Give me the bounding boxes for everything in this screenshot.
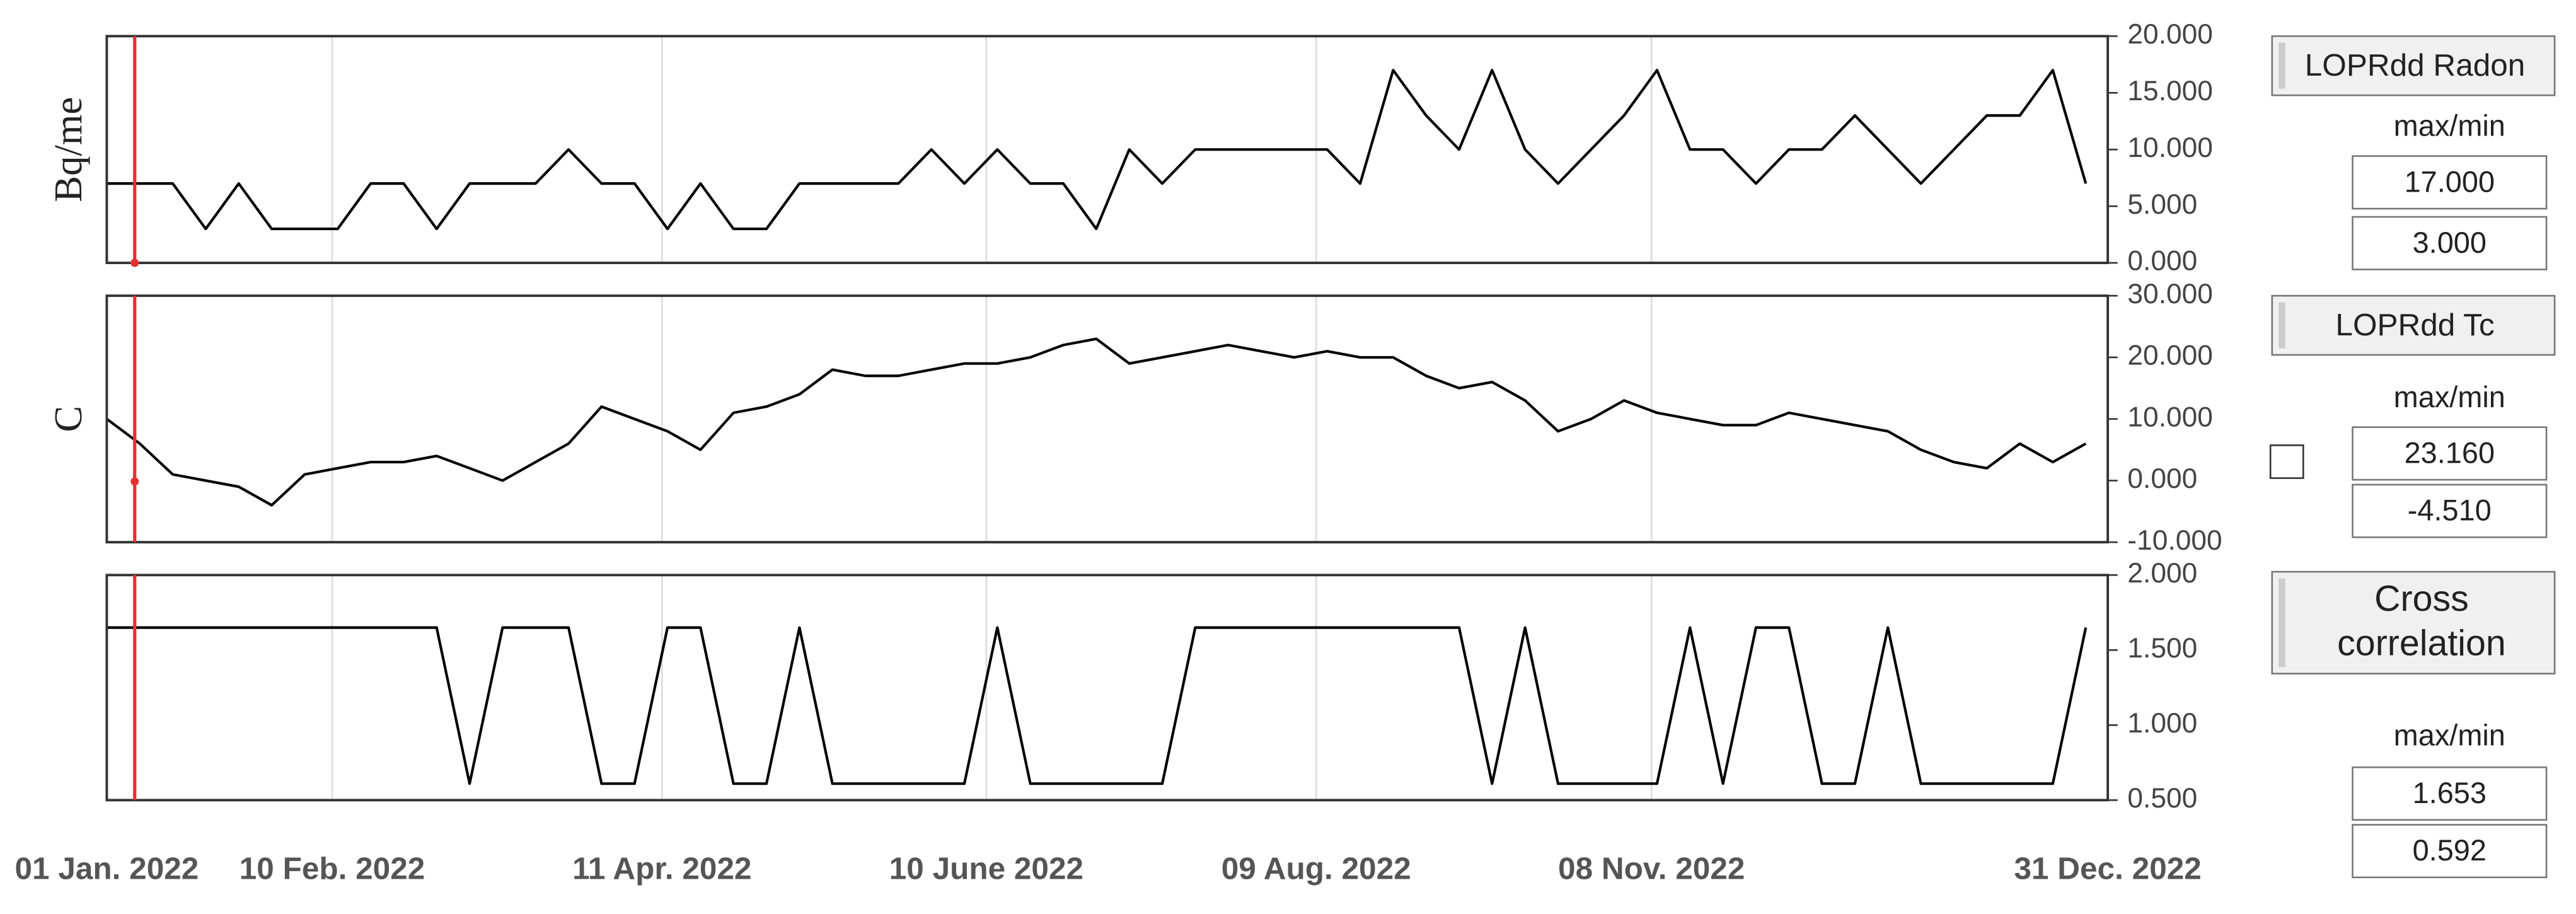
- checkbox[interactable]: [2269, 444, 2304, 479]
- y-tick-label: -10.000: [2127, 525, 2222, 556]
- panel-cross: Cross correlation max/min 1.653 0.592: [2271, 570, 2556, 879]
- button-label: LOPRdd Tc: [2335, 308, 2494, 342]
- y-axis-label: C: [46, 406, 90, 432]
- y-tick-label: 20.000: [2127, 340, 2213, 371]
- button-label: Cross: [2374, 579, 2469, 619]
- caption: max/min: [2394, 110, 2505, 142]
- max-value: 17.000: [2405, 165, 2495, 198]
- y-tick-label: 10.000: [2127, 132, 2213, 163]
- panel-tc: LOPRdd Tc max/min 23.160 -4.510: [2269, 294, 2556, 538]
- caption: max/min: [2394, 381, 2505, 414]
- y-tick-label: 2.000: [2127, 558, 2197, 589]
- cursor-dot: [130, 477, 139, 486]
- value-box: [2352, 155, 2548, 210]
- x-tick-label: 31 Dec. 2022: [2014, 852, 2201, 886]
- y-tick-label: 20.000: [2127, 19, 2213, 50]
- plot-area: [107, 575, 2108, 801]
- max-value: 23.160: [2405, 436, 2495, 469]
- max-value: 1.653: [2413, 777, 2486, 809]
- x-tick-label: 01 Jan. 2022: [15, 852, 199, 886]
- value-box: [2352, 766, 2548, 821]
- plot-frame: [105, 294, 2110, 544]
- x-tick-label: 10 Feb. 2022: [240, 852, 425, 886]
- x-tick-label: 11 Apr. 2022: [572, 852, 751, 886]
- y-tick-label: 0.000: [2127, 463, 2197, 494]
- y-tick-label: 30.000: [2127, 279, 2213, 309]
- plot-area: [107, 296, 2108, 543]
- panel-radon: LOPRdd Radon max/min 17.000 3.000: [2271, 35, 2556, 270]
- button-edge: [2279, 42, 2285, 89]
- x-tick-label: 09 Aug. 2022: [1222, 852, 1411, 886]
- y-tick-label: 1.500: [2127, 633, 2197, 664]
- cursor-dot: [130, 258, 139, 267]
- x-tick-label: 08 Nov. 2022: [1558, 852, 1745, 886]
- value-box: [2352, 824, 2548, 879]
- y-tick-label: 0.500: [2127, 783, 2197, 814]
- min-value: 0.592: [2413, 834, 2486, 867]
- value-box: [2352, 483, 2548, 538]
- value-box: [2352, 216, 2548, 270]
- button-edge: [2279, 578, 2285, 668]
- button[interactable]: [2271, 294, 2556, 356]
- y-tick-label: 10.000: [2127, 402, 2213, 432]
- y-axis-label: Bq/me: [46, 97, 90, 202]
- y-tick-label: 15.000: [2127, 76, 2213, 107]
- button-edge: [2279, 302, 2285, 349]
- plots: 0.000 5.000 10.000 15.000 20.000 Bq/me -10.000…: [15, 19, 2222, 886]
- button-label: correlation: [2337, 623, 2506, 663]
- value-box: [2352, 426, 2548, 481]
- button-label: LOPRdd Radon: [2305, 48, 2526, 83]
- y-tick-label: 0.000: [2127, 246, 2197, 277]
- plot-frame: [105, 35, 2110, 264]
- x-tick-label: 10 June 2022: [889, 852, 1083, 886]
- button[interactable]: [2271, 570, 2556, 674]
- data-line: [107, 69, 2088, 231]
- data-line: [107, 626, 2088, 785]
- button[interactable]: [2271, 35, 2556, 96]
- plot-frame: [105, 574, 2110, 802]
- caption: max/min: [2394, 719, 2505, 752]
- min-value: -4.510: [2408, 494, 2492, 527]
- min-value: 3.000: [2413, 226, 2486, 259]
- y-tick-label: 1.000: [2127, 708, 2197, 739]
- y-tick-label: 5.000: [2127, 189, 2197, 220]
- data-line: [106, 337, 2087, 507]
